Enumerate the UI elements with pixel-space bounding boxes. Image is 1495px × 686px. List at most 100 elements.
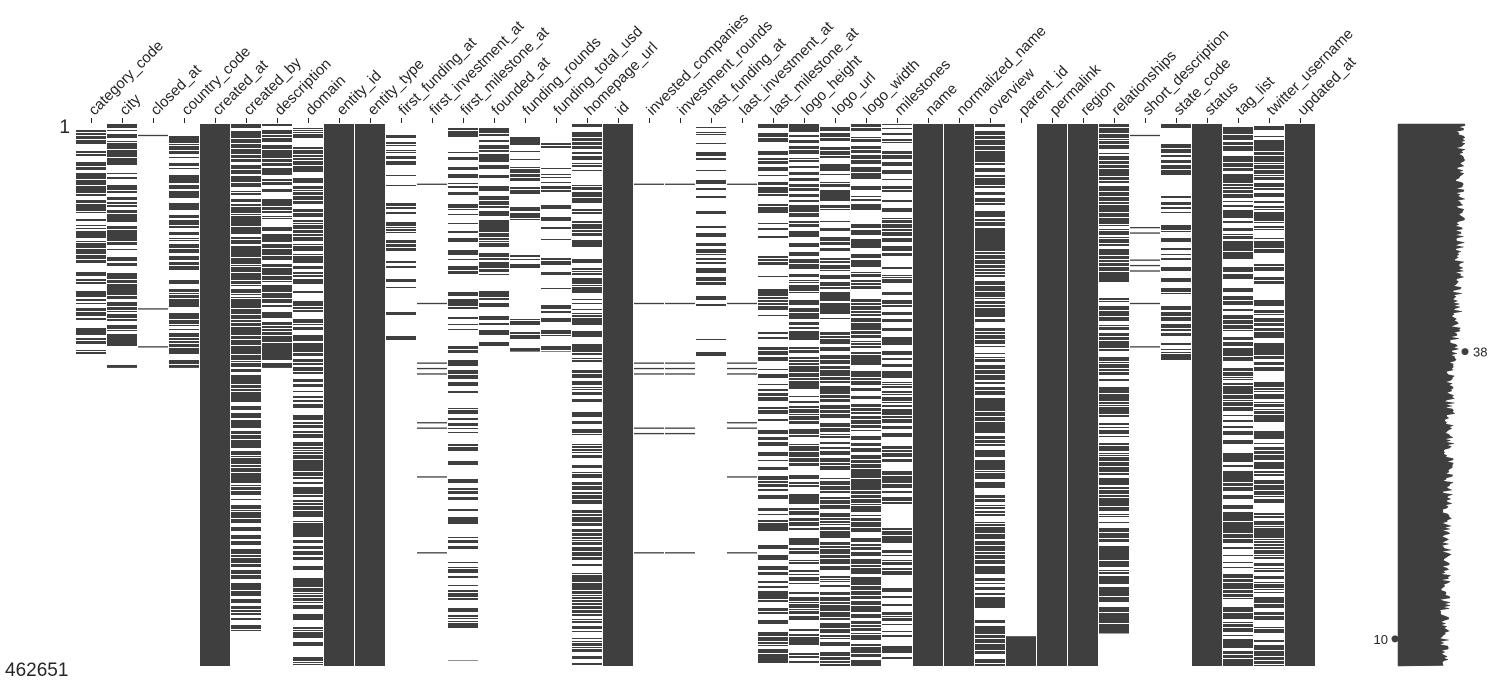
present-band xyxy=(262,358,292,360)
present-band xyxy=(1099,514,1129,515)
present-band xyxy=(510,259,540,260)
present-band xyxy=(851,528,881,532)
present-band xyxy=(758,303,788,305)
present-band xyxy=(975,147,1005,150)
present-band xyxy=(541,174,571,175)
present-band xyxy=(789,363,819,365)
present-band xyxy=(572,492,602,494)
present-band xyxy=(789,347,819,349)
present-band xyxy=(1099,533,1129,535)
present-band xyxy=(1254,513,1284,515)
present-band xyxy=(882,409,912,412)
present-band xyxy=(1223,625,1253,627)
present-band xyxy=(1223,168,1253,171)
present-band xyxy=(293,511,323,512)
present-band xyxy=(572,374,602,378)
matrix-column-created-by xyxy=(231,124,261,631)
present-band xyxy=(1223,651,1253,654)
present-band xyxy=(1161,343,1191,344)
present-band xyxy=(1254,645,1284,646)
present-band xyxy=(975,567,1005,570)
matrix-column-created-at xyxy=(200,124,230,666)
present-band xyxy=(76,308,106,311)
present-band xyxy=(975,292,1005,295)
present-band xyxy=(820,184,850,187)
present-band xyxy=(882,394,912,395)
present-band xyxy=(1099,219,1129,222)
present-band xyxy=(1099,225,1129,226)
present-band xyxy=(1254,541,1284,543)
present-band xyxy=(107,325,137,329)
present-band xyxy=(231,608,261,609)
present-band xyxy=(479,243,509,247)
present-band xyxy=(851,622,881,624)
present-band xyxy=(448,509,478,510)
present-band xyxy=(169,168,199,169)
present-band xyxy=(76,194,106,196)
present-band xyxy=(448,259,478,260)
present-band xyxy=(758,158,788,160)
present-band xyxy=(1254,443,1284,444)
present-band xyxy=(293,302,323,306)
present-band xyxy=(231,537,261,539)
present-band xyxy=(975,370,1005,374)
present-band xyxy=(820,410,850,413)
present-band xyxy=(851,343,881,345)
present-band xyxy=(851,412,881,414)
present-band xyxy=(572,344,602,348)
present-band xyxy=(789,548,819,550)
present-band xyxy=(479,238,509,240)
present-band xyxy=(1254,238,1284,239)
present-band xyxy=(169,206,199,207)
present-band xyxy=(851,482,881,485)
missing-line xyxy=(665,552,695,554)
present-band xyxy=(882,328,912,331)
present-band xyxy=(820,592,850,593)
present-band xyxy=(789,373,819,377)
present-band xyxy=(231,541,261,545)
present-band xyxy=(107,141,137,142)
present-band xyxy=(1161,124,1191,128)
present-band xyxy=(975,346,1005,347)
present-band xyxy=(231,413,261,417)
present-band xyxy=(293,246,323,247)
present-band xyxy=(510,332,540,334)
present-band xyxy=(293,512,323,516)
present-band xyxy=(758,649,788,652)
present-band xyxy=(231,527,261,531)
present-band xyxy=(820,559,850,560)
present-band xyxy=(572,152,602,153)
present-band xyxy=(448,317,478,319)
present-band xyxy=(975,153,1005,156)
present-band xyxy=(1254,661,1284,664)
present-band xyxy=(1099,539,1129,542)
present-band xyxy=(882,550,912,553)
present-band xyxy=(1099,370,1129,371)
present-band xyxy=(510,169,540,173)
present-band xyxy=(262,329,292,331)
present-band xyxy=(882,537,912,539)
present-band xyxy=(1099,280,1129,282)
present-band xyxy=(820,190,850,194)
present-band xyxy=(1223,514,1253,518)
present-band xyxy=(1223,377,1253,378)
present-band xyxy=(293,244,323,245)
present-band xyxy=(293,225,323,229)
present-band xyxy=(231,240,261,244)
present-band xyxy=(882,539,912,543)
present-band xyxy=(1099,590,1129,591)
present-band xyxy=(1099,328,1129,330)
present-band xyxy=(107,317,137,318)
present-band xyxy=(851,152,881,153)
present-band xyxy=(975,412,1005,416)
present-band xyxy=(293,128,323,129)
present-band xyxy=(820,428,850,432)
present-band xyxy=(851,173,881,175)
present-band xyxy=(1254,140,1284,143)
present-band xyxy=(76,331,106,335)
present-band xyxy=(479,187,509,191)
present-band xyxy=(572,285,602,286)
present-band xyxy=(293,540,323,543)
present-band xyxy=(1223,267,1253,269)
present-band xyxy=(820,654,850,656)
